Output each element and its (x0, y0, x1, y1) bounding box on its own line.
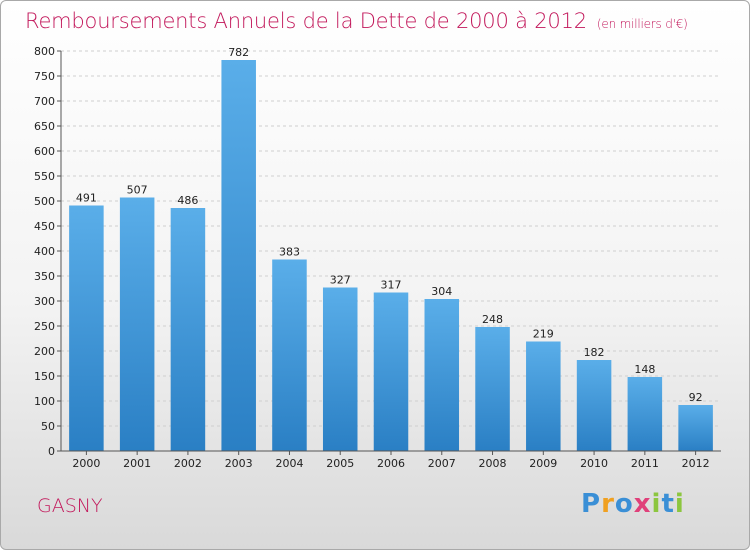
x-tick-label: 2005 (326, 457, 354, 470)
y-tick-label: 450 (34, 220, 55, 233)
bar (678, 405, 713, 451)
y-tick-label: 100 (34, 395, 55, 408)
x-tick-label: 2000 (72, 457, 100, 470)
bar (69, 205, 104, 451)
bar-value-label: 304 (431, 285, 452, 298)
x-tick-label: 2010 (580, 457, 608, 470)
bar-value-label: 327 (330, 274, 351, 287)
bar-value-label: 219 (533, 328, 554, 341)
bar (475, 327, 510, 451)
axes: 0 50 100 150 200 250 300 350 400 450 500 550 600 650 7… (34, 45, 721, 470)
bar (373, 292, 409, 451)
y-tick-label: 200 (34, 345, 55, 358)
bar-value-label: 491 (76, 192, 97, 205)
bar (576, 360, 612, 451)
y-tick-label: 650 (34, 120, 55, 133)
x-tick-label: 2006 (377, 457, 405, 470)
bar (221, 60, 256, 451)
x-tick-label: 2007 (428, 457, 456, 470)
chart-unit: (en milliers d'€) (596, 17, 688, 31)
y-tick-label: 300 (34, 295, 55, 308)
chart-title: Remboursements Annuels de la Dette de 20… (25, 9, 688, 33)
bar-value-label: 317 (381, 279, 402, 292)
y-tick-label: 400 (34, 245, 55, 258)
y-tick-label: 600 (34, 145, 55, 158)
y-tick-label: 350 (34, 270, 55, 283)
bar (526, 341, 561, 451)
x-tick-label: 2001 (123, 457, 151, 470)
y-tick-label: 50 (41, 420, 55, 433)
y-tick-label: 550 (34, 170, 55, 183)
bar-value-label: 486 (177, 194, 198, 207)
y-tick-label: 250 (34, 320, 55, 333)
bar (272, 259, 307, 451)
bar (170, 208, 206, 451)
chart-title-text: Remboursements Annuels de la Dette de 20… (25, 9, 587, 33)
bars: 491 507 486 782 383 327 317 304 248 219 182 148 92 (69, 46, 713, 451)
bar (627, 377, 663, 451)
x-tick-label: 2003 (225, 457, 253, 470)
y-tick-label: 0 (48, 445, 55, 458)
y-tick-label: 500 (34, 195, 55, 208)
bar (119, 197, 155, 451)
proxiti-logo: Proxiti (581, 489, 685, 519)
bar-value-label: 182 (584, 346, 605, 359)
y-tick-label: 800 (34, 45, 55, 58)
y-tick-label: 750 (34, 70, 55, 83)
bar-value-label: 383 (279, 246, 300, 259)
x-tick-label: 2008 (479, 457, 507, 470)
bar-value-label: 148 (634, 363, 655, 376)
y-tick-label: 700 (34, 95, 55, 108)
bar (424, 299, 460, 451)
bar (322, 287, 358, 451)
x-tick-label: 2009 (529, 457, 557, 470)
y-tick-label: 150 (34, 370, 55, 383)
bar-value-label: 782 (228, 46, 249, 59)
town-name: GASNY (37, 495, 103, 517)
x-tick-label: 2011 (631, 457, 659, 470)
x-tick-label: 2012 (682, 457, 710, 470)
bar-value-label: 507 (127, 184, 148, 197)
bar-value-label: 92 (689, 391, 703, 404)
x-tick-label: 2004 (275, 457, 303, 470)
x-tick-label: 2002 (174, 457, 202, 470)
bar-value-label: 248 (482, 313, 503, 326)
